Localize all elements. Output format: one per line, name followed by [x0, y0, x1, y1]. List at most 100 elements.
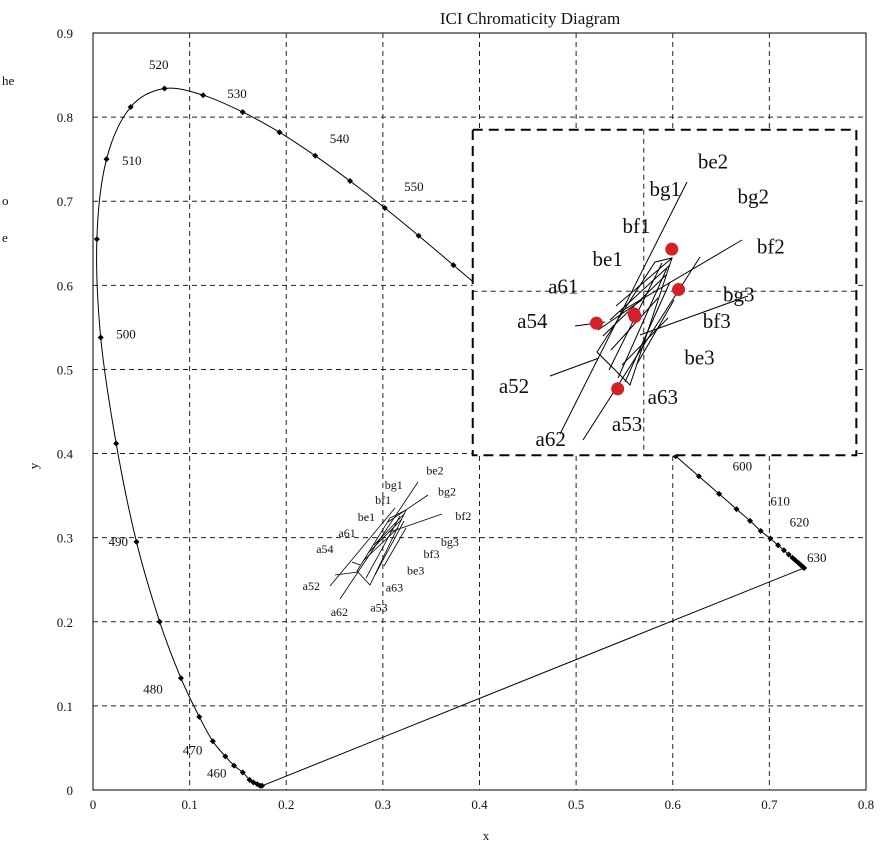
wavelength-label-600: 600: [733, 458, 753, 473]
inset-label-bg3: bg3: [441, 535, 459, 549]
locus-point: [450, 262, 457, 269]
locus-point: [209, 738, 216, 745]
locus-point: [97, 334, 104, 341]
locus-point: [312, 152, 319, 159]
x-axis-label: x: [483, 828, 490, 843]
locus-point: [239, 769, 246, 776]
locus-point: [93, 236, 100, 243]
purple-line: [261, 567, 805, 787]
inset-mesh: [329, 481, 443, 600]
x-tick-labels: 0 0.1 0.2 0.3 0.4 0.5 0.6 0.7 0.8: [90, 797, 874, 812]
y-tick-labels: 0 0.1 0.2 0.3 0.4 0.5 0.6 0.7 0.8 0.9: [57, 26, 74, 798]
zoom-point: [628, 309, 642, 323]
locus-point: [222, 753, 229, 760]
chart-title: ICI Chromaticity Diagram: [440, 9, 620, 28]
inset-label-a63: a63: [386, 580, 403, 594]
zoom-label-bf3: bf3: [703, 309, 731, 333]
inset-label-a52: a52: [303, 579, 320, 593]
zoom-point: [665, 242, 679, 256]
x-tick-label: 0.3: [375, 797, 391, 812]
x-tick-label: 0.7: [761, 797, 778, 812]
x-tick-label: 0.2: [278, 797, 294, 812]
zoom-label-bf1: bf1: [623, 214, 651, 238]
inset-label-bf1: bf1: [375, 493, 391, 507]
zoom-label-be3: be3: [684, 345, 714, 369]
locus-point: [276, 129, 283, 136]
locus-point: [231, 762, 238, 769]
inset-label-be3: be3: [407, 564, 424, 578]
zoom-label-a54: a54: [517, 309, 548, 333]
inset-label-bf3: bf3: [423, 547, 439, 561]
locus-point: [250, 779, 257, 786]
inset-label-be1: be1: [358, 510, 375, 524]
y-tick-label: 0: [67, 783, 74, 798]
locus-point: [161, 85, 168, 92]
locus-point: [785, 551, 792, 558]
y-tick-label: 0.5: [57, 362, 73, 377]
inset-label-a54: a54: [316, 542, 333, 556]
y-tick-label: 0.9: [57, 26, 73, 41]
x-tick-label: 0.8: [858, 797, 874, 812]
locus-point: [103, 156, 110, 163]
locus-point: [733, 506, 740, 513]
wavelength-label-610: 610: [770, 494, 790, 509]
locus-point: [239, 109, 246, 116]
zoom-label-bf2: bf2: [757, 234, 785, 258]
locus-point: [246, 776, 253, 783]
clipped-text-1: he: [2, 73, 15, 88]
inset-label-bf2: bf2: [455, 509, 471, 523]
x-tick-label: 0.1: [182, 797, 198, 812]
inset-label-be2: be2: [426, 464, 443, 478]
zoom-label-a63: a63: [648, 385, 678, 409]
zoom-label-bg3: bg3: [723, 282, 755, 306]
inset-label-bg2: bg2: [438, 485, 456, 499]
wavelength-label-510: 510: [122, 153, 142, 168]
zoom-label-be2: be2: [698, 149, 728, 173]
locus-point: [780, 547, 787, 554]
wavelength-label-500: 500: [116, 326, 136, 341]
zoom-red-points: [589, 242, 686, 396]
y-tick-label: 0.3: [57, 531, 73, 546]
y-tick-label: 0.7: [57, 194, 74, 209]
zoom-inset-box: [471, 128, 858, 457]
clipped-text-2: o: [2, 193, 9, 208]
zoom-label-a62: a62: [536, 427, 566, 451]
zoom-label-a53: a53: [612, 412, 642, 436]
locus-point: [113, 440, 120, 447]
inset-label-bg1: bg1: [385, 478, 403, 492]
wavelength-label-460: 460: [207, 765, 227, 780]
inset-label-a62: a62: [331, 605, 348, 619]
inset-label-a61: a61: [338, 526, 355, 540]
x-tick-label: 0: [90, 797, 97, 812]
wavelength-label-520: 520: [149, 57, 169, 72]
wavelength-label-540: 540: [330, 131, 350, 146]
wavelength-label-620: 620: [790, 515, 810, 530]
locus-point: [200, 92, 207, 99]
locus-point: [747, 517, 754, 524]
locus-point: [415, 232, 422, 239]
wavelength-label-490: 490: [108, 534, 128, 549]
wavelength-label-530: 530: [227, 86, 247, 101]
zoom-label-be1: be1: [593, 247, 623, 271]
locus-point: [757, 527, 764, 534]
locus-point: [127, 104, 134, 111]
y-tick-label: 0.4: [57, 447, 74, 462]
locus-point: [177, 675, 184, 682]
inset-label-a53: a53: [370, 601, 387, 615]
locus-point: [775, 542, 782, 549]
y-axis-label: y: [26, 462, 41, 469]
wavelength-label-470: 470: [183, 743, 203, 758]
clipped-text-3: e: [2, 230, 8, 245]
locus-point: [716, 490, 723, 497]
locus-point: [133, 538, 140, 545]
y-tick-label: 0.8: [57, 110, 73, 125]
locus-point: [347, 178, 354, 185]
x-tick-label: 0.4: [471, 797, 488, 812]
wavelength-label-630: 630: [807, 550, 827, 565]
locus-point: [801, 564, 808, 571]
y-tick-label: 0.6: [57, 278, 74, 293]
zoom-point: [589, 316, 603, 330]
